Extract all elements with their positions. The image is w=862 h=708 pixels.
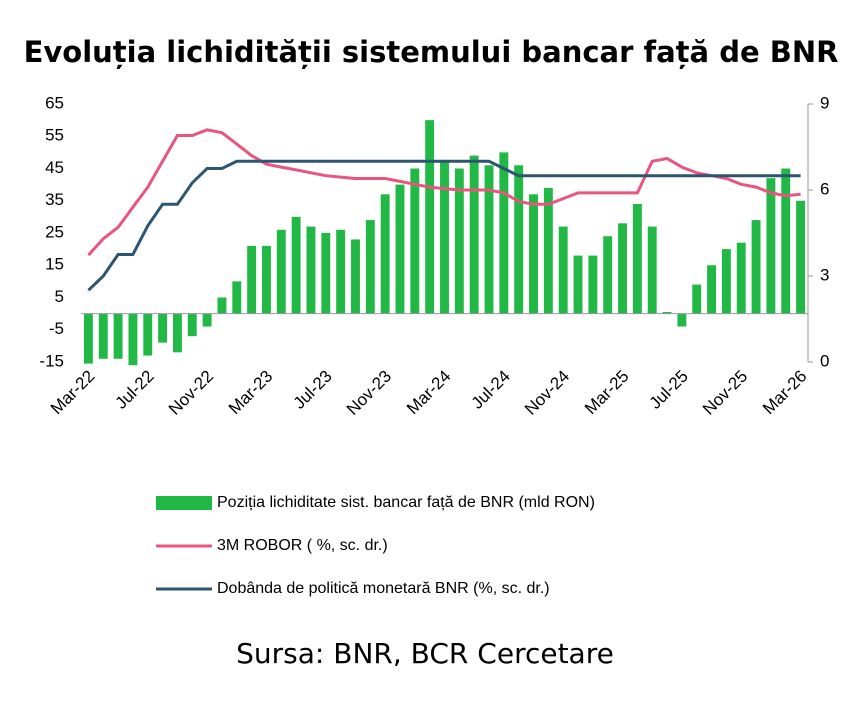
- x-tick-label: Mar-23: [225, 367, 277, 419]
- bar: [618, 223, 627, 314]
- bar: [232, 281, 242, 314]
- x-tick-label: Jul-22: [112, 367, 158, 413]
- bar: [736, 242, 746, 314]
- bar: [395, 184, 405, 314]
- bar: [113, 313, 123, 359]
- bar: [247, 245, 257, 314]
- bar: [217, 297, 227, 314]
- bar: [469, 155, 479, 314]
- x-tick-label: Jul-24: [468, 367, 514, 413]
- bar: [632, 203, 642, 314]
- x-tick-label: Jul-23: [290, 367, 336, 413]
- bar: [647, 226, 657, 314]
- bar: [573, 255, 583, 314]
- line: [87, 159, 801, 292]
- y-tick-label: 45: [45, 158, 64, 177]
- bar: [202, 313, 212, 327]
- bar: [603, 236, 613, 314]
- legend-swatch: [156, 496, 212, 510]
- x-tick-label: Jul-25: [646, 367, 692, 413]
- bar: [454, 168, 464, 314]
- bar: [529, 194, 538, 314]
- bar: [410, 168, 420, 314]
- bar: [158, 313, 168, 343]
- legend-label: Poziția lichiditate sist. bancar față de…: [217, 494, 595, 511]
- x-tick-label: Mar-22: [47, 367, 99, 419]
- bar: [143, 313, 153, 356]
- bar: [83, 313, 93, 364]
- bar: [440, 162, 449, 314]
- x-tick-label: Nov-24: [521, 367, 573, 419]
- x-tick-label: Mar-26: [759, 367, 811, 419]
- x-tick-label: Nov-22: [165, 367, 217, 419]
- bar: [766, 178, 776, 314]
- bar: [276, 229, 286, 314]
- y-tick-label: 25: [45, 222, 64, 241]
- y-tick-label: 55: [45, 126, 64, 145]
- bar: [187, 313, 197, 337]
- bar: [781, 168, 791, 314]
- bar: [351, 239, 360, 314]
- bar: [262, 245, 271, 314]
- y2-tick-label: 9: [820, 93, 829, 112]
- bar: [514, 165, 524, 314]
- bar: [172, 313, 182, 353]
- bar: [291, 216, 301, 314]
- y2-tick-label: 6: [820, 179, 829, 198]
- bar: [707, 265, 717, 314]
- source: Sursa: BNR, BCR Cercetare: [236, 637, 614, 670]
- bar: [425, 120, 435, 314]
- bar: [677, 313, 687, 327]
- chart-title: Evoluția lichidității sistemului bancar …: [24, 35, 839, 69]
- x-tick-label: Mar-25: [581, 367, 633, 419]
- bar: [543, 187, 553, 314]
- y-tick-label: 5: [55, 287, 64, 306]
- x-tick-label: Mar-24: [403, 367, 455, 419]
- bar: [484, 165, 494, 314]
- bar: [365, 220, 375, 314]
- bar: [321, 233, 331, 314]
- bar: [692, 284, 702, 314]
- bar: [380, 194, 390, 314]
- y-tick-label: -15: [39, 351, 64, 370]
- bar: [588, 255, 598, 314]
- y-tick-label: 65: [45, 93, 64, 112]
- bar: [499, 152, 509, 314]
- bar: [662, 312, 672, 314]
- bar: [336, 229, 346, 314]
- bar: [128, 313, 138, 366]
- bar: [306, 226, 316, 314]
- line: [87, 128, 801, 257]
- x-tick-label: Nov-23: [343, 367, 395, 419]
- y-tick-label: -5: [49, 319, 64, 338]
- x-tick-label: Nov-25: [699, 367, 751, 419]
- y2-tick-label: 3: [820, 265, 829, 284]
- bar: [98, 313, 108, 359]
- y2-tick-label: 0: [820, 351, 829, 370]
- bar: [796, 200, 806, 314]
- bar: [721, 249, 731, 314]
- legend-label: Dobânda de politică monetară BNR (%, sc.…: [217, 580, 550, 597]
- bar: [751, 220, 761, 314]
- y-tick-label: 15: [45, 255, 64, 274]
- bar: [558, 226, 568, 314]
- legend-label: 3M ROBOR ( %, sc. dr.): [217, 537, 388, 554]
- y-tick-label: 35: [45, 190, 64, 209]
